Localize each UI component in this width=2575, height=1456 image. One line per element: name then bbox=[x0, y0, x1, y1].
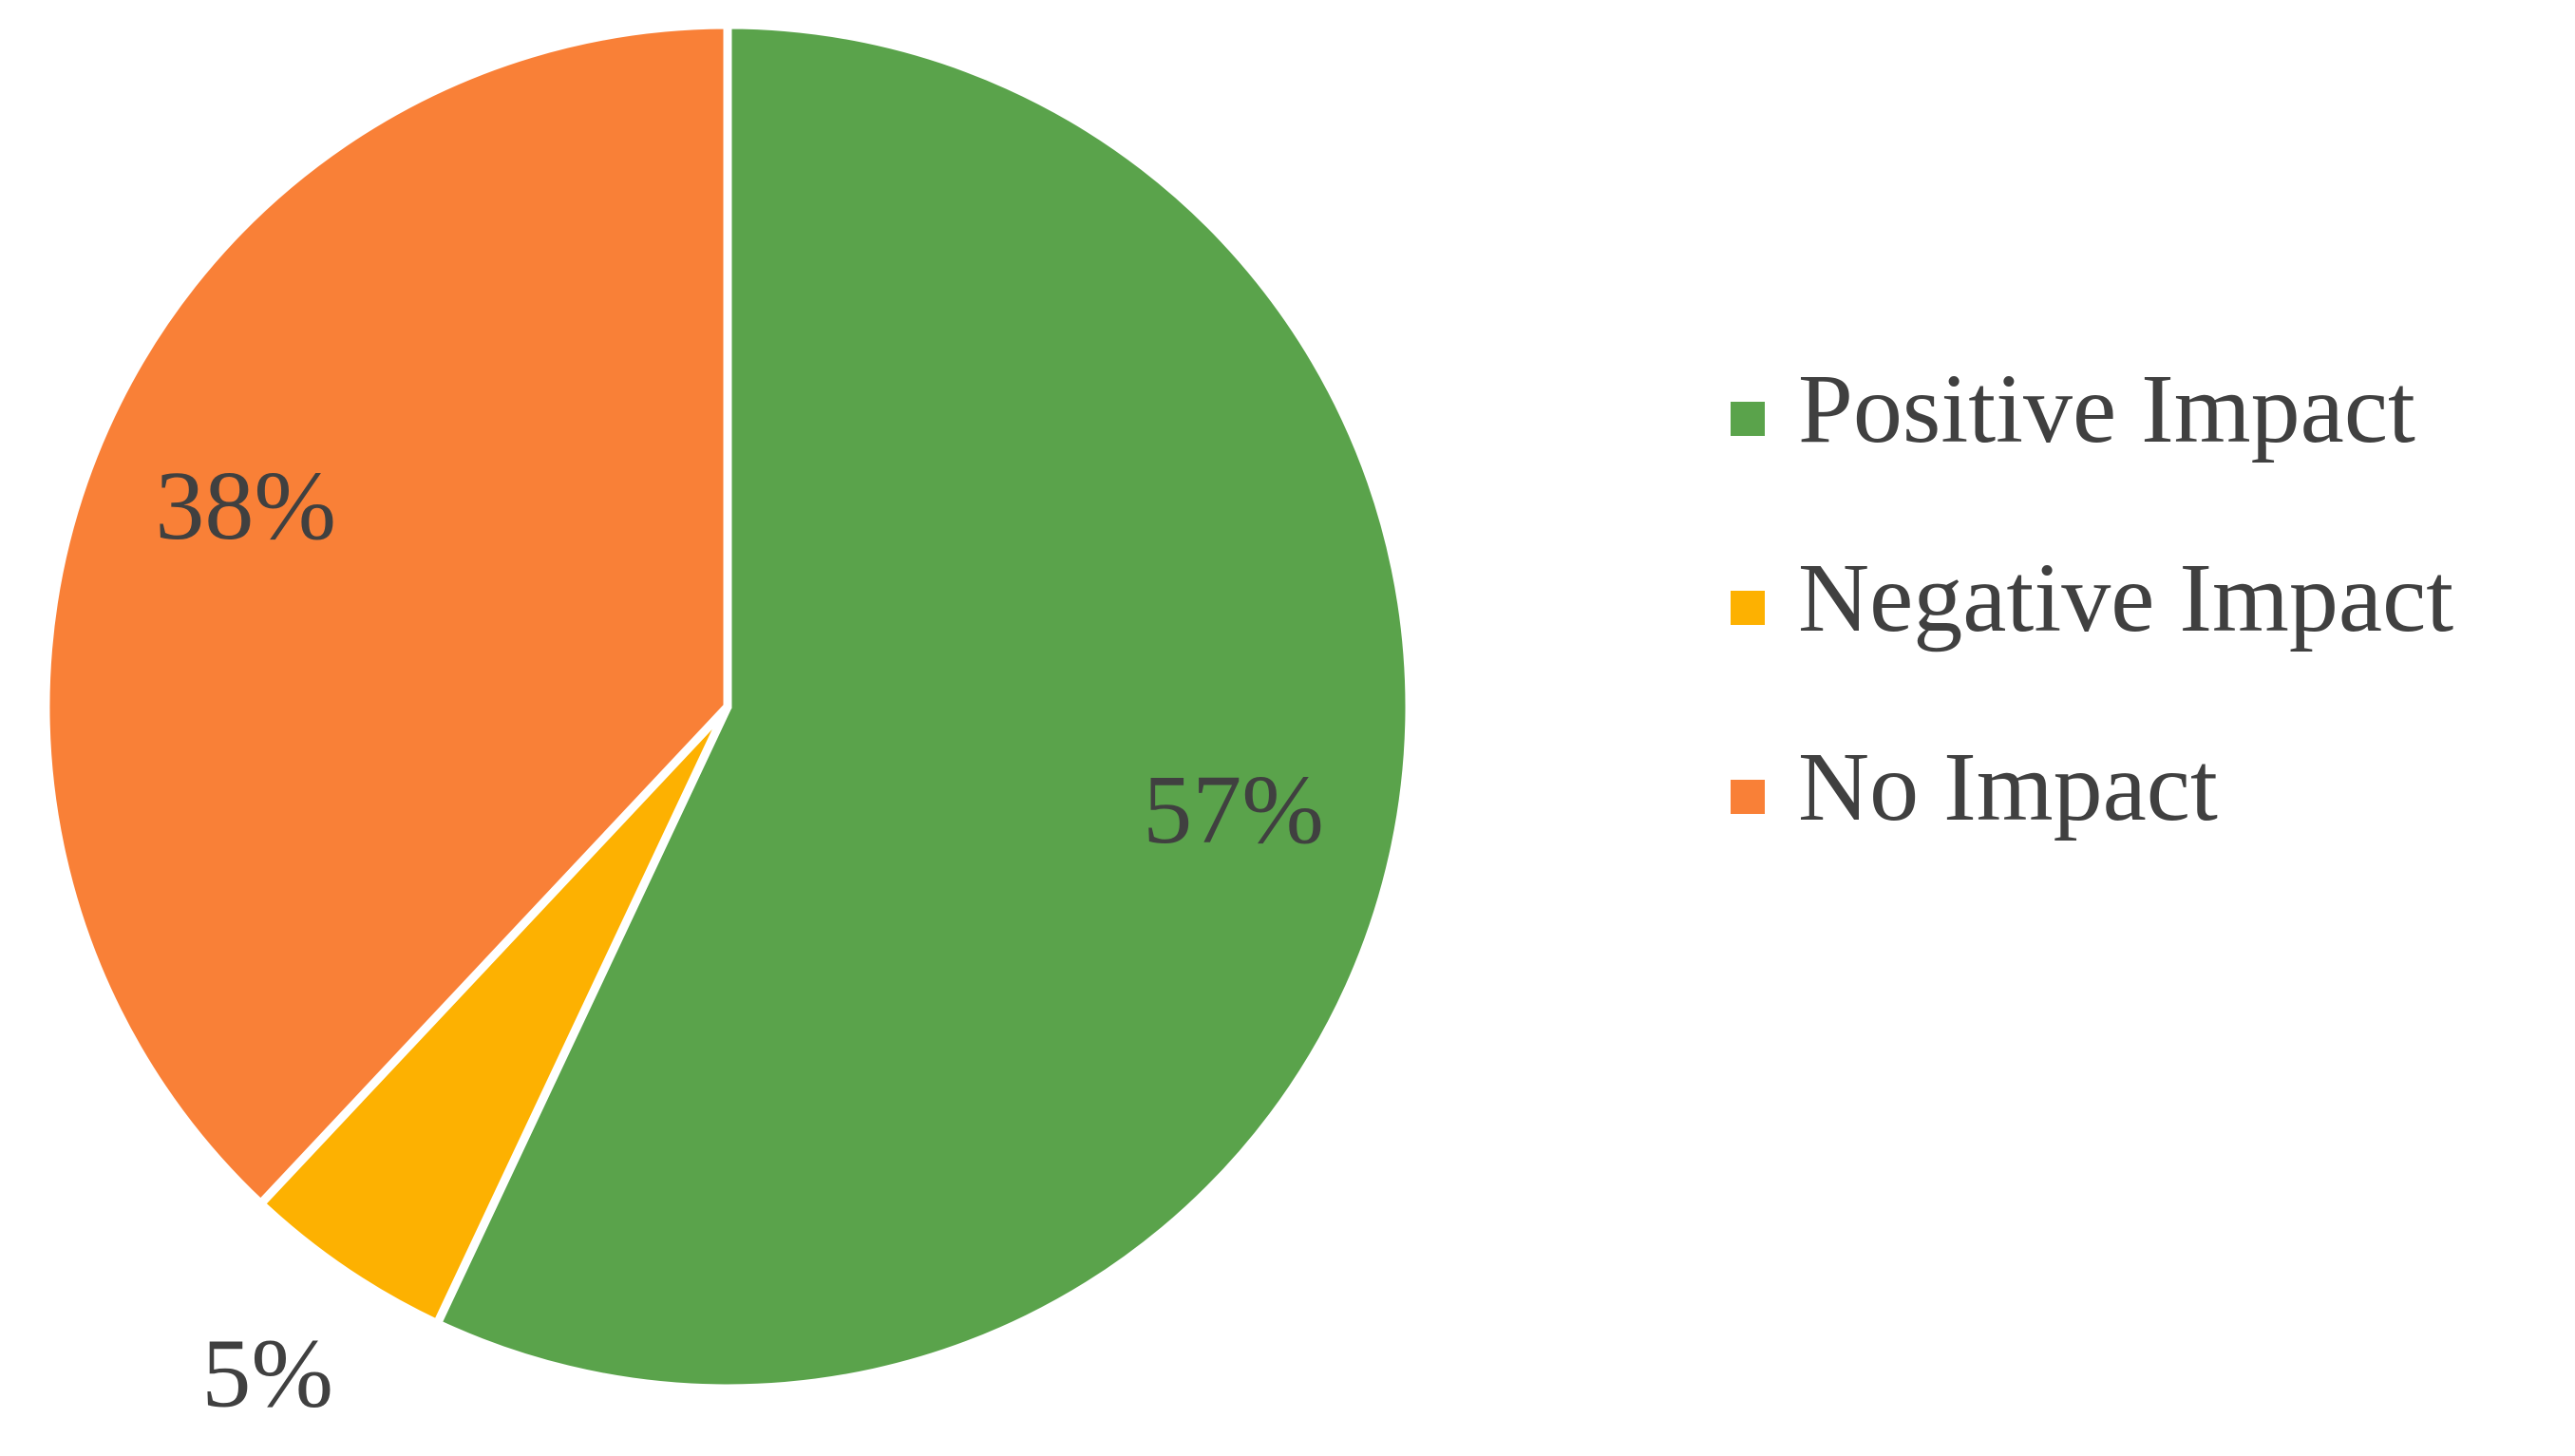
legend-marker bbox=[1731, 780, 1765, 814]
pie-slice bbox=[41, 20, 732, 1210]
pie-slice bbox=[255, 703, 732, 1330]
data-label: 5% bbox=[201, 1318, 333, 1428]
legend-marker bbox=[1731, 591, 1765, 625]
data-label: 57% bbox=[1143, 755, 1324, 864]
legend-label: Positive Impact bbox=[1798, 354, 2415, 463]
legend-marker bbox=[1731, 402, 1765, 436]
legend-label: No Impact bbox=[1798, 732, 2218, 841]
data-label: 38% bbox=[155, 451, 336, 560]
pie-slice bbox=[431, 20, 1414, 1393]
legend-label: Negative Impact bbox=[1798, 543, 2453, 652]
